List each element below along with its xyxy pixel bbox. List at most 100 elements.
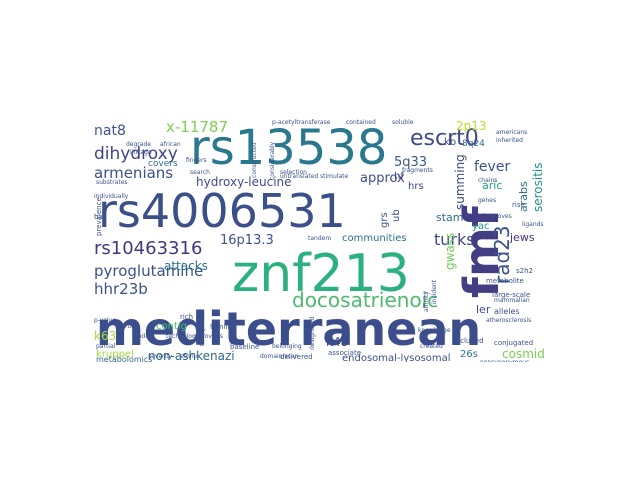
word-fever: fever <box>474 159 511 175</box>
word-delivered: delivered <box>280 353 313 361</box>
word-hydroxy-leucine: hydroxy-leucine <box>196 175 292 189</box>
word-aric: aric <box>482 179 503 192</box>
word-2p13: 2p13 <box>456 119 487 133</box>
word-hhr23b: hhr23b <box>94 280 148 298</box>
word-belonging: belonging <box>272 343 302 350</box>
word-considerably: considerably <box>269 141 276 180</box>
word-rise: rise <box>512 201 525 209</box>
word-endosomal-lysosomal: endosomal-lysosomal <box>342 353 451 363</box>
word-transport: transport <box>199 318 206 346</box>
word-hrs: hrs <box>408 181 424 192</box>
word-escrt0: escrt0 <box>410 126 479 151</box>
word-starting: starting <box>116 323 140 330</box>
word-untranslated: untranslated <box>280 173 319 180</box>
word-excluded: excluded <box>452 337 484 345</box>
word-affinity: affinity <box>423 291 430 312</box>
word-cloud: mediterranean znf213 rs4006531 rs13538 f… <box>92 118 550 362</box>
word-substrates: substrates <box>96 179 128 186</box>
word-familial: familial <box>210 323 236 331</box>
word-chains: chains <box>478 177 498 184</box>
word-znf213: znf213 <box>232 244 410 304</box>
word-large-scale: large-scale <box>492 291 531 299</box>
word-jews: jews <box>510 231 535 244</box>
word-conjugated: conjugated <box>494 339 534 347</box>
word-constructed: constructed <box>251 142 258 178</box>
word-designated: designated <box>309 316 316 350</box>
word-p-value: p-value <box>94 317 117 324</box>
word-inherited: inherited <box>496 137 523 144</box>
word-selection: selection <box>280 169 307 176</box>
word-domain-scan: domain/scan <box>260 353 299 360</box>
word-partial: partial <box>96 343 116 350</box>
word-docosatrienoic: docosatrienoic <box>292 288 439 312</box>
word-ethnic: ethnic <box>180 353 199 360</box>
word-degrade: degrade <box>126 141 151 148</box>
word-grs: grs <box>379 212 390 228</box>
word-hf: hf <box>394 171 404 182</box>
word-yac: yac <box>472 221 490 232</box>
word-severity: severity <box>148 353 173 360</box>
word-covers: covers <box>148 159 178 169</box>
word-nonsynonymous: nonsynonymous <box>480 360 529 363</box>
word-armenians: armenians <box>94 164 174 182</box>
word-16p13-3: 16p13.3 <box>220 233 274 248</box>
word-pyroglutamine: pyroglutamine <box>94 262 204 280</box>
word-genes: genes <box>478 197 497 204</box>
word-kruppel: kruppel <box>96 349 134 360</box>
word-atherosclerosis: atherosclerosis <box>486 317 532 324</box>
word-serositis: serositis <box>531 162 545 212</box>
word-rs13538: rs13538 <box>190 120 388 176</box>
word-fragments: fragments <box>402 167 433 174</box>
word-contig: contig <box>156 321 188 332</box>
word-americans: americans <box>496 129 528 136</box>
word-baseline: baseline <box>230 343 260 351</box>
word-mediterranean: mediterranean <box>96 302 482 356</box>
word-associate: associate <box>328 349 362 357</box>
word-k48: k48 <box>326 335 349 349</box>
word-stimulate: stimulate <box>320 173 349 180</box>
word-soluble: soluble <box>392 119 414 126</box>
word-african: african <box>160 141 181 148</box>
word-fingers: fingers <box>186 157 207 164</box>
word-linkage: linkage <box>130 149 152 156</box>
word-rad23: rad23 <box>490 225 514 284</box>
word-metabolite: metabolite <box>486 277 524 285</box>
word-8q24: 8q24 <box>462 139 485 149</box>
word-communities: communities <box>342 233 407 244</box>
word-individually: individually <box>94 193 129 200</box>
word-5q33: 5q33 <box>394 155 428 170</box>
word-created: created <box>420 343 443 350</box>
word-kb: kb <box>444 137 457 148</box>
word-rs10463316: rs10463316 <box>94 238 203 259</box>
word-ub: ub <box>391 209 402 222</box>
word-cosmid: cosmid <box>502 347 545 361</box>
word-s2h2: s2h2 <box>516 267 533 275</box>
word-rs4006531: rs4006531 <box>98 184 346 238</box>
word-improves: improves <box>484 213 512 220</box>
word-ler: ler <box>476 303 491 316</box>
word-alleles: alleles <box>494 307 520 316</box>
word-dihydroxy: dihydroxy <box>94 144 178 164</box>
word-contained: contained <box>346 119 376 126</box>
word-26s: 26s <box>460 349 478 360</box>
word-attacks: attacks <box>164 259 208 273</box>
word-technology: technology <box>166 333 200 340</box>
word-incident: incident <box>431 279 438 304</box>
word-search: search <box>190 169 210 176</box>
word-k63: k63 <box>94 329 117 343</box>
word-turks: turks <box>434 230 475 249</box>
word-retrovirus: retrovirus <box>194 333 223 340</box>
word-x-11787: x-11787 <box>166 118 229 136</box>
word-p-acetyltransferase: p-acetyltransferase <box>272 119 331 126</box>
word-mammalian: mammalian <box>494 297 530 304</box>
word-tandem: tandem <box>308 235 332 242</box>
word-mode: mode <box>132 333 150 340</box>
word-non-ashkenazi: non-ashkenazi <box>148 349 235 362</box>
word-knowledge: knowledge <box>418 327 451 334</box>
word-summing: summing <box>453 154 467 210</box>
word-ligands: ligands <box>522 221 544 228</box>
word-rich: rich <box>180 313 194 321</box>
word-stam: stam <box>436 211 464 224</box>
word-bac: bac <box>94 213 107 221</box>
word-metabolomics: metabolomics <box>96 355 153 363</box>
